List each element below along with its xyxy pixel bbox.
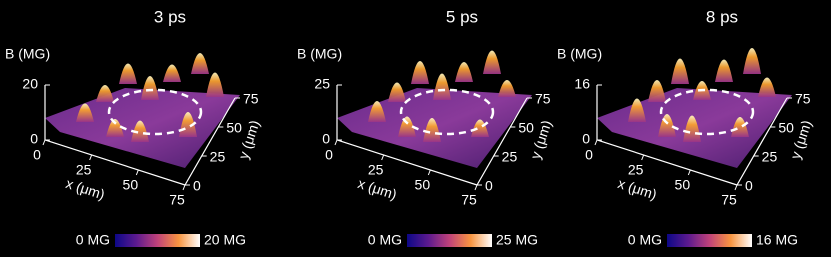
x-tick bbox=[89, 154, 93, 161]
panel-title: 8 ps bbox=[706, 7, 738, 26]
x-tick-label: 25 bbox=[368, 162, 384, 178]
y-tick-label: 75 bbox=[795, 91, 811, 107]
x-tick bbox=[641, 154, 645, 161]
surface-peak bbox=[131, 120, 149, 142]
z-label: B (MG) bbox=[297, 46, 342, 62]
surface-peak bbox=[483, 50, 501, 74]
surface-peak bbox=[498, 80, 516, 97]
colorbar-min-label: 0 MG bbox=[76, 232, 110, 248]
y-tick-label: 25 bbox=[210, 149, 226, 165]
surface-peak bbox=[179, 112, 197, 137]
surface-peak bbox=[76, 103, 94, 122]
x-tick-label: 50 bbox=[675, 177, 691, 193]
surface-peak bbox=[141, 76, 159, 100]
z-tick-label: 0 bbox=[322, 131, 330, 147]
y-tick-label: 50 bbox=[518, 120, 534, 136]
z-tick-label: 0 bbox=[582, 131, 590, 147]
y-tick-label: 50 bbox=[226, 120, 242, 136]
axes bbox=[336, 85, 528, 186]
colorbar-min-label: 0 MG bbox=[628, 232, 662, 248]
colorbar-max-label: 16 MG bbox=[756, 232, 798, 248]
z-tick-label: 25 bbox=[314, 76, 330, 92]
surface-peak bbox=[191, 53, 209, 74]
colorbar bbox=[667, 234, 752, 247]
surface-peak bbox=[683, 115, 701, 142]
x-tick-label: 75 bbox=[721, 192, 737, 208]
x-tick-label: 50 bbox=[415, 177, 431, 193]
surface-peak bbox=[163, 64, 181, 82]
x-tick bbox=[334, 139, 338, 146]
colorbar bbox=[115, 234, 200, 247]
surface-peak bbox=[119, 63, 137, 84]
surface-peak bbox=[731, 117, 749, 137]
axes bbox=[44, 85, 236, 186]
z-label: B (MG) bbox=[5, 46, 50, 62]
x-tick-label: 75 bbox=[169, 192, 185, 208]
surface-peak bbox=[758, 77, 776, 97]
z-tick-label: 20 bbox=[22, 76, 38, 92]
x-tick bbox=[381, 154, 385, 161]
surface-peak bbox=[433, 73, 451, 100]
y-tick-label: 25 bbox=[502, 149, 518, 165]
surface-peak bbox=[368, 101, 386, 122]
y-tick-label: 25 bbox=[762, 149, 778, 165]
dashed-ring bbox=[659, 88, 755, 136]
surface-peak bbox=[96, 85, 114, 102]
y-tick-label: 0 bbox=[485, 178, 493, 194]
colorbar-max-label: 25 MG bbox=[496, 232, 538, 248]
z-tick-label: 0 bbox=[30, 131, 38, 147]
panel-title: 5 ps bbox=[446, 7, 478, 26]
x-tick bbox=[594, 139, 598, 146]
y-tick-label: 75 bbox=[535, 91, 551, 107]
y-tick-label: 50 bbox=[778, 120, 794, 136]
surface-peak bbox=[106, 119, 124, 137]
surface-peak bbox=[411, 61, 429, 84]
z-label: B (MG) bbox=[557, 46, 602, 62]
surface-peak bbox=[423, 118, 441, 142]
x-tick bbox=[42, 139, 46, 146]
colorbar bbox=[407, 234, 492, 247]
x-tick-label: 75 bbox=[461, 192, 477, 208]
x-tick-label: 25 bbox=[76, 162, 92, 178]
surface-peak bbox=[628, 98, 646, 122]
colorbar-min-label: 0 MG bbox=[368, 232, 402, 248]
x-tick bbox=[135, 169, 139, 176]
surface-peak bbox=[455, 62, 473, 82]
surface-peak bbox=[715, 59, 733, 82]
y-tick-label: 0 bbox=[745, 178, 753, 194]
dashed-ring bbox=[107, 88, 203, 136]
surface-peak bbox=[206, 72, 224, 97]
x-label: x (μm) bbox=[356, 175, 399, 203]
surface-peak bbox=[671, 58, 689, 84]
x-tick bbox=[734, 184, 738, 191]
colorbar-max-label: 20 MG bbox=[204, 232, 246, 248]
x-label: x (μm) bbox=[64, 175, 107, 203]
surface-peak bbox=[388, 82, 406, 102]
x-tick bbox=[182, 184, 186, 191]
x-label: x (μm) bbox=[616, 175, 659, 203]
x-tick bbox=[474, 184, 478, 191]
panel-title: 3 ps bbox=[154, 7, 186, 26]
surface-peak bbox=[743, 48, 761, 74]
surface-peak bbox=[398, 116, 416, 137]
x-tick bbox=[687, 169, 691, 176]
surface-peak bbox=[648, 80, 666, 102]
axes bbox=[596, 85, 788, 186]
y-tick-label: 0 bbox=[193, 178, 201, 194]
x-tick-label: 0 bbox=[585, 147, 593, 163]
dashed-ring bbox=[399, 88, 495, 136]
x-tick bbox=[427, 169, 431, 176]
y-tick-label: 75 bbox=[243, 91, 259, 107]
x-tick-label: 0 bbox=[33, 147, 41, 163]
x-tick-label: 0 bbox=[325, 147, 333, 163]
x-tick-label: 25 bbox=[628, 162, 644, 178]
x-tick-label: 50 bbox=[123, 177, 139, 193]
z-tick-label: 16 bbox=[574, 76, 590, 92]
